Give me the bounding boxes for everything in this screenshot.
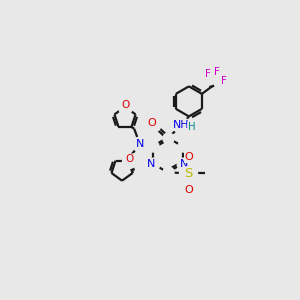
Text: F: F [205, 70, 211, 80]
Text: H: H [188, 122, 195, 133]
Text: F: F [220, 76, 226, 86]
Text: N: N [147, 159, 155, 169]
Text: O: O [185, 184, 194, 195]
Text: N: N [180, 159, 188, 169]
Text: S: S [184, 167, 193, 180]
Text: O: O [147, 118, 156, 128]
Text: F: F [205, 70, 211, 80]
Text: NH: NH [172, 120, 189, 130]
Text: O: O [185, 184, 194, 195]
Text: O: O [147, 118, 156, 128]
Text: O: O [121, 100, 129, 110]
Text: F: F [214, 67, 220, 77]
Text: H: H [188, 122, 195, 133]
Text: N: N [147, 159, 155, 169]
Text: O: O [121, 100, 129, 110]
Text: S: S [184, 167, 193, 180]
Text: NH: NH [172, 120, 189, 130]
Text: N: N [136, 140, 144, 149]
Text: O: O [185, 152, 194, 162]
Text: F: F [214, 67, 220, 77]
Text: O: O [126, 154, 134, 164]
Text: N: N [180, 159, 188, 169]
Text: O: O [126, 154, 134, 164]
Text: F: F [220, 76, 226, 86]
Text: N: N [136, 140, 144, 149]
Text: O: O [185, 152, 194, 162]
